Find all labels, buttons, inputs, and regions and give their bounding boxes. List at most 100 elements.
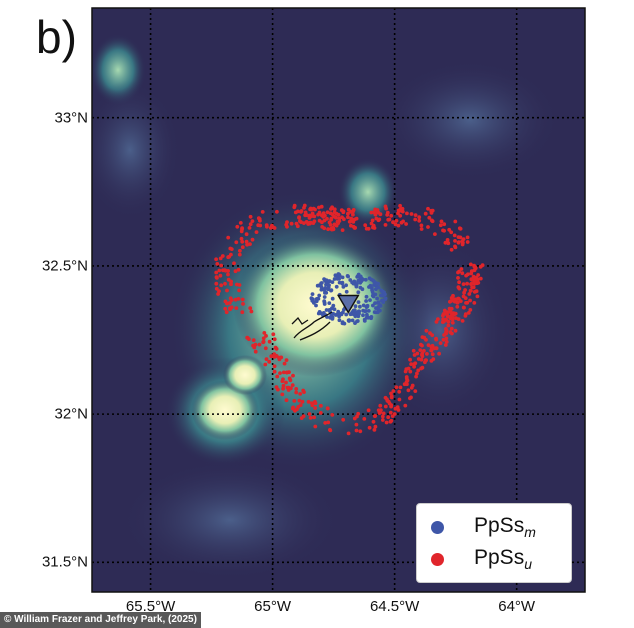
ppss-u-point <box>367 425 372 430</box>
ppss-u-point <box>433 232 437 237</box>
ppss-m-point <box>376 308 381 312</box>
ppss-u-point <box>430 343 435 348</box>
ppss-u-point <box>446 241 450 245</box>
ppss-u-point <box>214 257 219 262</box>
ppss-m-point <box>364 299 368 303</box>
ppss-m-point <box>374 287 378 292</box>
latitude-label: 31.5°N <box>41 553 88 571</box>
ppss-u-point <box>417 215 422 220</box>
ppss-u-point <box>237 252 242 257</box>
legend-item-ppss-u: PpSsu <box>431 544 532 574</box>
ppss-u-point <box>412 364 416 369</box>
ppss-u-point <box>416 368 421 373</box>
ppss-u-point <box>263 362 268 367</box>
ppss-u-point <box>409 362 413 366</box>
ppss-u-point <box>316 212 320 217</box>
ppss-u-point <box>403 403 408 408</box>
ppss-u-point <box>450 320 455 325</box>
ppss-u-point <box>420 365 425 370</box>
ppss-u-point <box>291 373 295 378</box>
ppss-u-point <box>437 351 441 356</box>
ppss-u-point <box>443 240 448 245</box>
ppss-m-point <box>369 277 374 282</box>
ppss-u-point <box>303 213 307 218</box>
legend: PpSsm PpSsu <box>416 503 572 583</box>
ppss-u-point <box>280 392 285 397</box>
ppss-u-point <box>240 239 245 244</box>
ppss-u-point <box>219 283 224 288</box>
ppss-u-point <box>434 336 438 341</box>
ppss-u-point <box>444 340 449 344</box>
ppss-u-point <box>399 220 404 225</box>
ppss-u-point <box>284 398 289 403</box>
ppss-u-point <box>363 223 368 228</box>
ppss-u-point <box>398 385 403 390</box>
ppss-u-point <box>385 210 390 215</box>
ppss-u-point <box>442 222 447 227</box>
ppss-u-point <box>390 414 395 418</box>
ppss-u-point <box>438 341 443 345</box>
ppss-u-point <box>322 218 327 223</box>
ppss-u-point <box>398 203 402 208</box>
ppss-u-point <box>248 242 252 247</box>
ppss-u-point <box>389 391 393 396</box>
ppss-u-point <box>247 337 251 341</box>
ppss-u-point <box>272 369 277 374</box>
ppss-u-point <box>442 308 447 313</box>
ppss-u-point <box>229 247 234 252</box>
ppss-u-point <box>388 419 393 424</box>
ppss-u-point <box>419 357 424 362</box>
ppss-u-point <box>235 224 240 229</box>
ppss-u-point <box>267 359 272 364</box>
ppss-u-point <box>289 221 294 226</box>
ppss-m-point <box>371 303 375 308</box>
ppss-u-point <box>396 223 401 228</box>
ppss-u-point <box>413 361 418 366</box>
ppss-u-point <box>239 236 244 241</box>
ppss-u-point <box>429 359 434 363</box>
ppss-u-point <box>393 406 398 411</box>
ppss-u-point <box>449 296 454 300</box>
ppss-u-point <box>446 323 451 328</box>
ppss-u-point <box>272 364 277 369</box>
ppss-u-point <box>472 301 477 305</box>
bermuda-coastline <box>291 311 333 341</box>
ppss-u-point <box>465 300 470 305</box>
ppss-u-point <box>264 357 269 361</box>
ppss-u-point <box>215 276 219 280</box>
longitude-label: 64.5°W <box>369 598 420 615</box>
ppss-u-point <box>420 351 425 356</box>
ppss-u-point <box>308 207 312 212</box>
ppss-u-point <box>325 406 330 411</box>
ppss-m-point <box>338 312 342 317</box>
ppss-m-point <box>353 321 357 325</box>
ppss-u-point <box>245 242 250 247</box>
ppss-u-point <box>248 306 253 310</box>
ppss-m-point <box>358 278 362 282</box>
ppss-u-point <box>463 314 468 318</box>
ppss-u-point <box>272 352 277 356</box>
ppss-u-point <box>373 424 378 429</box>
ppss-u-point <box>292 203 297 208</box>
ppss-m-point <box>323 286 328 290</box>
ppss-m-point <box>337 318 342 323</box>
ppss-u-point <box>223 299 228 304</box>
ppss-u-point <box>444 318 449 322</box>
ppss-u-point <box>419 223 424 228</box>
ppss-u-point <box>425 352 429 356</box>
ppss-m-point <box>358 304 362 309</box>
ppss-u-point <box>465 281 469 286</box>
ppss-u-point <box>423 360 427 365</box>
ppss-u-point <box>308 416 313 420</box>
ppss-u-point <box>275 374 280 379</box>
ppss-m-point <box>329 288 334 292</box>
ppss-u-point <box>461 282 466 286</box>
ppss-m-point <box>337 272 342 277</box>
argus-bank <box>191 380 259 440</box>
ppss-u-point <box>362 417 367 421</box>
ppss-u-point <box>424 328 429 333</box>
ppss-u-point <box>299 210 303 214</box>
ppss-m-point <box>341 310 345 315</box>
ppss-u-point <box>261 336 266 341</box>
ppss-u-point <box>397 389 402 394</box>
